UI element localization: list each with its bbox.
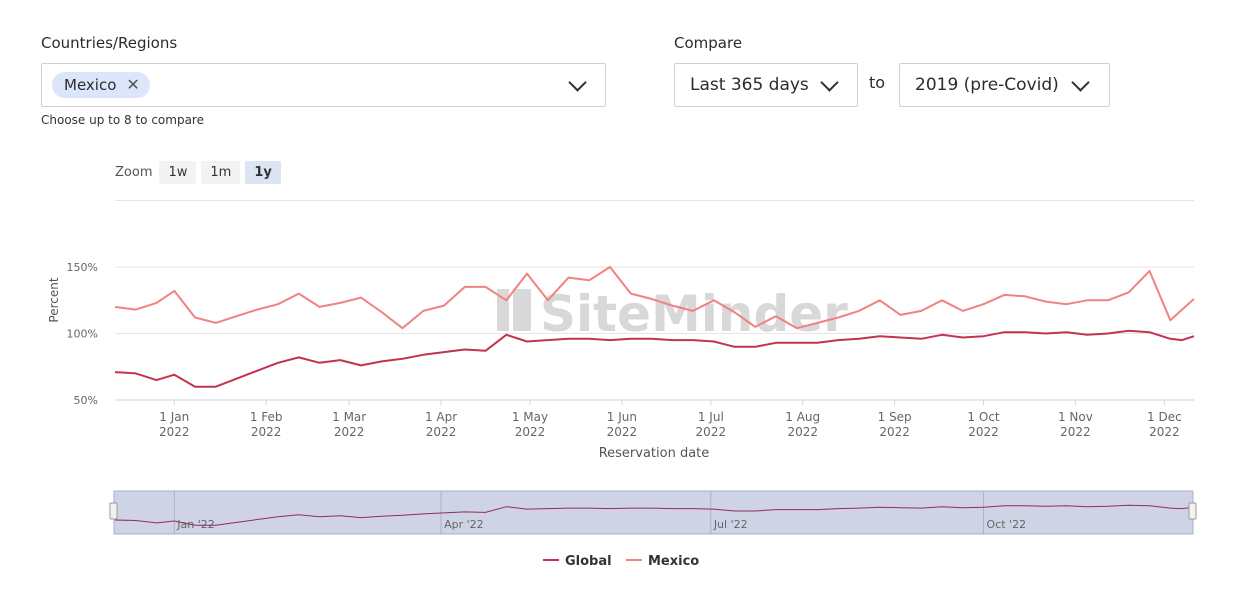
country-chip-label: Mexico: [64, 76, 117, 94]
x-tick-year: 2022: [426, 425, 457, 439]
y-tick-label: 150%: [67, 261, 98, 274]
legend-label-mexico[interactable]: Mexico: [648, 554, 699, 569]
countries-hint: Choose up to 8 to compare: [41, 113, 204, 127]
watermark-text: SiteMinder: [540, 285, 848, 343]
x-tick-label: 1 Nov: [1058, 410, 1093, 424]
zoom-label: Zoom: [115, 165, 153, 180]
countries-select[interactable]: Mexico ✕: [41, 63, 606, 107]
baseline-select-value: 2019 (pre-Covid): [915, 75, 1059, 95]
x-axis-label: Reservation date: [599, 446, 710, 461]
series-line-mexico: [114, 266, 1195, 330]
x-tick-year: 2022: [159, 425, 190, 439]
siteminder-watermark: SiteMinder: [497, 285, 848, 343]
series-line-global: [114, 329, 1195, 388]
x-tick-year: 2022: [879, 425, 910, 439]
x-tick-label: 1 Jul: [698, 410, 724, 424]
navigator-left-handle[interactable]: [109, 502, 118, 520]
x-tick-year: 2022: [1060, 425, 1091, 439]
compare-label: Compare: [674, 34, 743, 52]
y-tick-label: 50%: [74, 394, 98, 407]
x-tick-year: 2022: [251, 425, 282, 439]
zoom-1w-button[interactable]: 1w: [159, 161, 197, 184]
navigator-label: Apr '22: [444, 518, 484, 531]
navigator-label: Jan '22: [176, 518, 214, 531]
baseline-select[interactable]: 2019 (pre-Covid): [899, 63, 1110, 107]
navigator-label: Oct '22: [987, 518, 1027, 531]
navigator-label: Jul '22: [713, 518, 748, 531]
navigator-series-line: [114, 504, 1195, 526]
x-tick-year: 2022: [696, 425, 727, 439]
x-tick-label: 1 Dec: [1147, 410, 1182, 424]
x-tick-year: 2022: [334, 425, 365, 439]
x-tick-year: 2022: [607, 425, 638, 439]
navigator-right-handle[interactable]: [1188, 502, 1197, 520]
y-axis-label: Percent: [47, 277, 61, 322]
zoom-1m-button[interactable]: 1m: [201, 161, 241, 184]
x-tick-label: 1 Jun: [607, 410, 637, 424]
x-tick-label: 1 Jan: [159, 410, 189, 424]
close-icon[interactable]: ✕: [126, 75, 140, 94]
x-tick-year: 2022: [787, 425, 818, 439]
x-tick-label: 1 Sep: [878, 410, 912, 424]
x-tick-year: 2022: [1149, 425, 1180, 439]
x-tick-year: 2022: [515, 425, 546, 439]
country-chip[interactable]: Mexico ✕: [52, 72, 150, 98]
period-select-value: Last 365 days: [690, 75, 809, 95]
to-label: to: [869, 73, 886, 92]
x-tick-year: 2022: [968, 425, 999, 439]
period-select[interactable]: Last 365 days: [674, 63, 858, 107]
zoom-controls: Zoom 1w 1m 1y: [115, 161, 281, 184]
x-tick-label: 1 Feb: [250, 410, 283, 424]
navigator[interactable]: Jan '22 Apr '22 Jul '22 Oct '22: [109, 490, 1197, 535]
zoom-1y-button[interactable]: 1y: [245, 161, 281, 184]
x-tick-label: 1 Mar: [332, 410, 366, 424]
y-tick-label: 100%: [67, 328, 98, 341]
x-tick-label: 1 Oct: [967, 410, 999, 424]
legend: Global Mexico: [543, 554, 699, 569]
x-tick-label: 1 May: [512, 410, 548, 424]
x-tick-label: 1 Aug: [785, 410, 820, 424]
legend-label-global[interactable]: Global: [565, 554, 612, 569]
countries-label: Countries/Regions: [41, 34, 178, 52]
x-tick-label: 1 Apr: [425, 410, 457, 424]
